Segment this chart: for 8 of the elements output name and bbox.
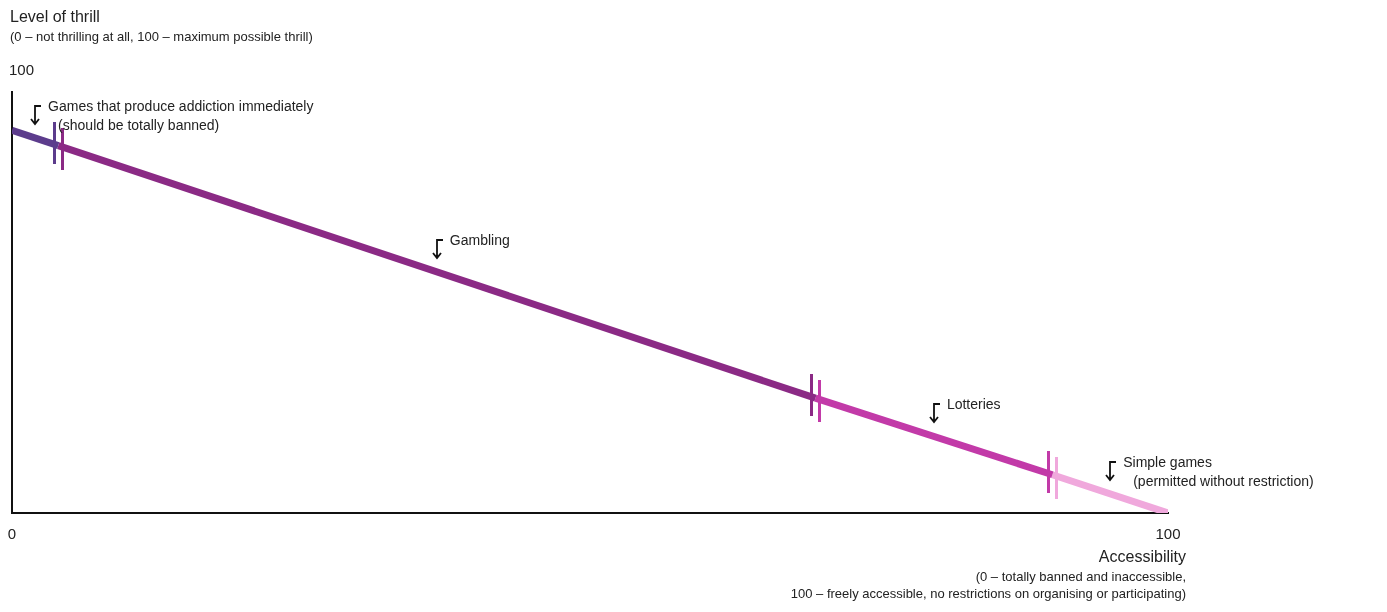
annotation: Lotteries bbox=[946, 395, 1001, 415]
x-tick-label: 0 bbox=[7, 524, 17, 542]
annotation: Simple games (permitted without restriction) bbox=[1123, 452, 1314, 491]
annotation: Games that produce addiction immediately (should be totally banned) bbox=[48, 96, 314, 135]
text: Level of thrill (0 – not thrilling at all, 100 – maximum possible thrill) bbox=[10, 7, 313, 46]
text: 100 bbox=[9, 60, 35, 80]
x-axis-title: Accessibility (0 – totally banned and inaccessible, 100 – freely accessible, no restrictions on organising or participating) bbox=[790, 547, 1186, 603]
annotation: Gambling bbox=[449, 230, 510, 250]
